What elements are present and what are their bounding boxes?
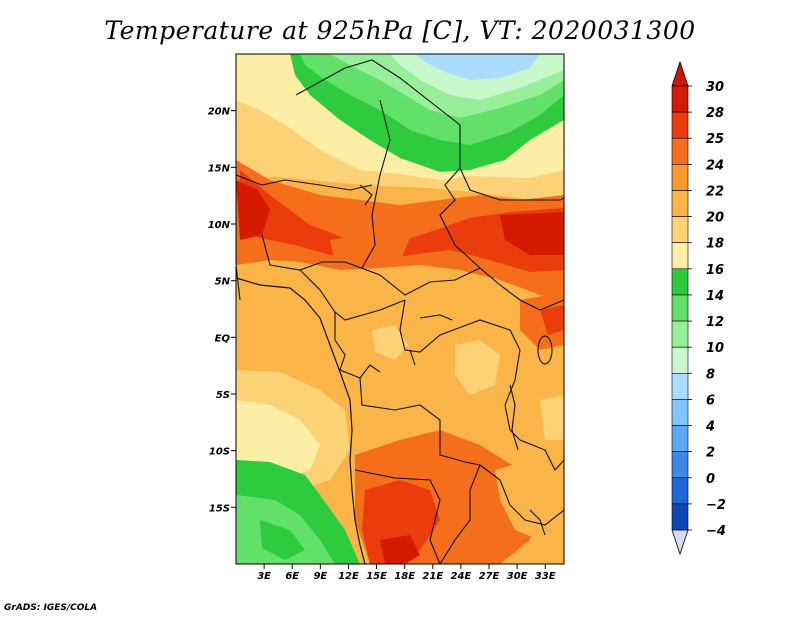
field-zone-sahel-28 xyxy=(240,170,564,272)
lon-tick-label: 30E xyxy=(507,571,528,582)
coastline xyxy=(236,277,366,564)
map-frame xyxy=(235,53,565,565)
lon-tick-label: 24E xyxy=(451,571,472,582)
field-zone-congo-20a xyxy=(455,340,500,395)
colorbar-segment xyxy=(671,346,689,374)
field-zone-north-8 xyxy=(415,54,540,80)
colorbar-level-label: 20 xyxy=(706,211,724,226)
lakes xyxy=(359,184,553,536)
field-zone-south-22 xyxy=(495,460,560,540)
colorbar-segment xyxy=(671,85,689,113)
colorbar-segment xyxy=(671,164,689,191)
lat-tick-label: 20N xyxy=(208,107,231,118)
field-zone-east-20 xyxy=(540,395,564,440)
colorbar-level-label: 10 xyxy=(706,341,724,356)
colorbar-bottom-arrow xyxy=(671,529,689,556)
colorbar-level-label: 6 xyxy=(706,393,715,408)
colorbar-level-label: 18 xyxy=(706,237,724,252)
colorbar-level-label: 22 xyxy=(706,184,724,199)
colorbar-segment xyxy=(671,503,689,531)
field-zone-congo-20b xyxy=(372,325,408,360)
colorbar-segment xyxy=(671,425,689,452)
field-zone-south-30 xyxy=(380,535,420,564)
colorbar-level-label: 12 xyxy=(706,315,724,330)
lat-tick-label: 10S xyxy=(209,447,230,458)
lat-tick-label: 15S xyxy=(209,503,230,514)
field-zone-west-30 xyxy=(236,180,270,240)
colorbar-level-label: 30 xyxy=(706,80,724,95)
colorbar-level-label: 28 xyxy=(706,106,724,121)
lon-tick-label: 33E xyxy=(535,571,556,582)
field-zone-east-28 xyxy=(540,305,564,335)
colorbar-segment xyxy=(671,190,689,217)
field-zone-central-25 xyxy=(330,232,410,268)
colorbar-segment xyxy=(671,399,689,426)
lat-tick-label: EQ xyxy=(215,333,231,344)
lat-tick-label: 5N xyxy=(215,277,231,288)
colorbar-segment xyxy=(671,372,689,400)
colorbar-segment xyxy=(671,477,689,505)
temperature-field xyxy=(236,54,564,564)
lon-tick-label: 21E xyxy=(422,571,443,582)
latitude-axis: 20N 15N 10N 5N EQ 5S 10S 15S xyxy=(208,107,236,514)
field-zone-atlantic-16b xyxy=(260,520,305,560)
lon-tick-label: 18E xyxy=(394,571,415,582)
colorbar-segment xyxy=(671,111,689,139)
colorbar-top-arrow xyxy=(671,60,689,87)
colorbar-segment xyxy=(671,320,689,348)
lon-tick-label: 27E xyxy=(479,571,500,582)
lon-tick-label: 9E xyxy=(313,571,327,582)
colorbar-level-label: 25 xyxy=(706,132,724,147)
colorbar-level-label: 8 xyxy=(706,367,715,382)
colorbar-level-label: 24 xyxy=(706,158,724,173)
country-borders xyxy=(236,59,564,564)
lon-tick-label: 3E xyxy=(257,571,271,582)
colorbar-segment xyxy=(671,242,689,270)
colorbar-level-label: −2 xyxy=(706,498,726,513)
colorbar-segment xyxy=(671,451,689,479)
colorbar-level-label: 14 xyxy=(706,289,724,304)
colorbar-level-label: −4 xyxy=(706,524,726,539)
lon-tick-label: 15E xyxy=(366,571,387,582)
longitude-axis: 3E 6E 9E 12E 15E 18E 21E 24E 27E 30E 33E xyxy=(257,564,556,582)
colorbar-level-label: 16 xyxy=(706,263,724,278)
colorbar-level-label: 4 xyxy=(705,420,715,435)
colorbar-segment xyxy=(671,216,689,244)
colorbar-segment xyxy=(671,268,689,296)
field-zone-east-25 xyxy=(520,292,564,350)
field-zone-sahel-25 xyxy=(236,160,564,300)
grads-credit: GrADS: IGES/COLA xyxy=(4,603,98,613)
colorbar-level-label: 2 xyxy=(706,446,715,461)
lat-tick-label: 10N xyxy=(208,220,231,231)
map-title: Temperature at 925hPa [C], VT: 202003130… xyxy=(104,16,696,45)
lon-tick-label: 6E xyxy=(285,571,299,582)
colorbar-segment xyxy=(671,137,689,165)
colorbar-segment xyxy=(671,294,689,322)
colorbar-level-label: 0 xyxy=(706,472,715,487)
lat-tick-label: 5S xyxy=(216,390,230,401)
field-zone-sahel-30 xyxy=(500,212,564,255)
lat-tick-label: 15N xyxy=(208,163,231,174)
lon-tick-label: 12E xyxy=(338,571,359,582)
